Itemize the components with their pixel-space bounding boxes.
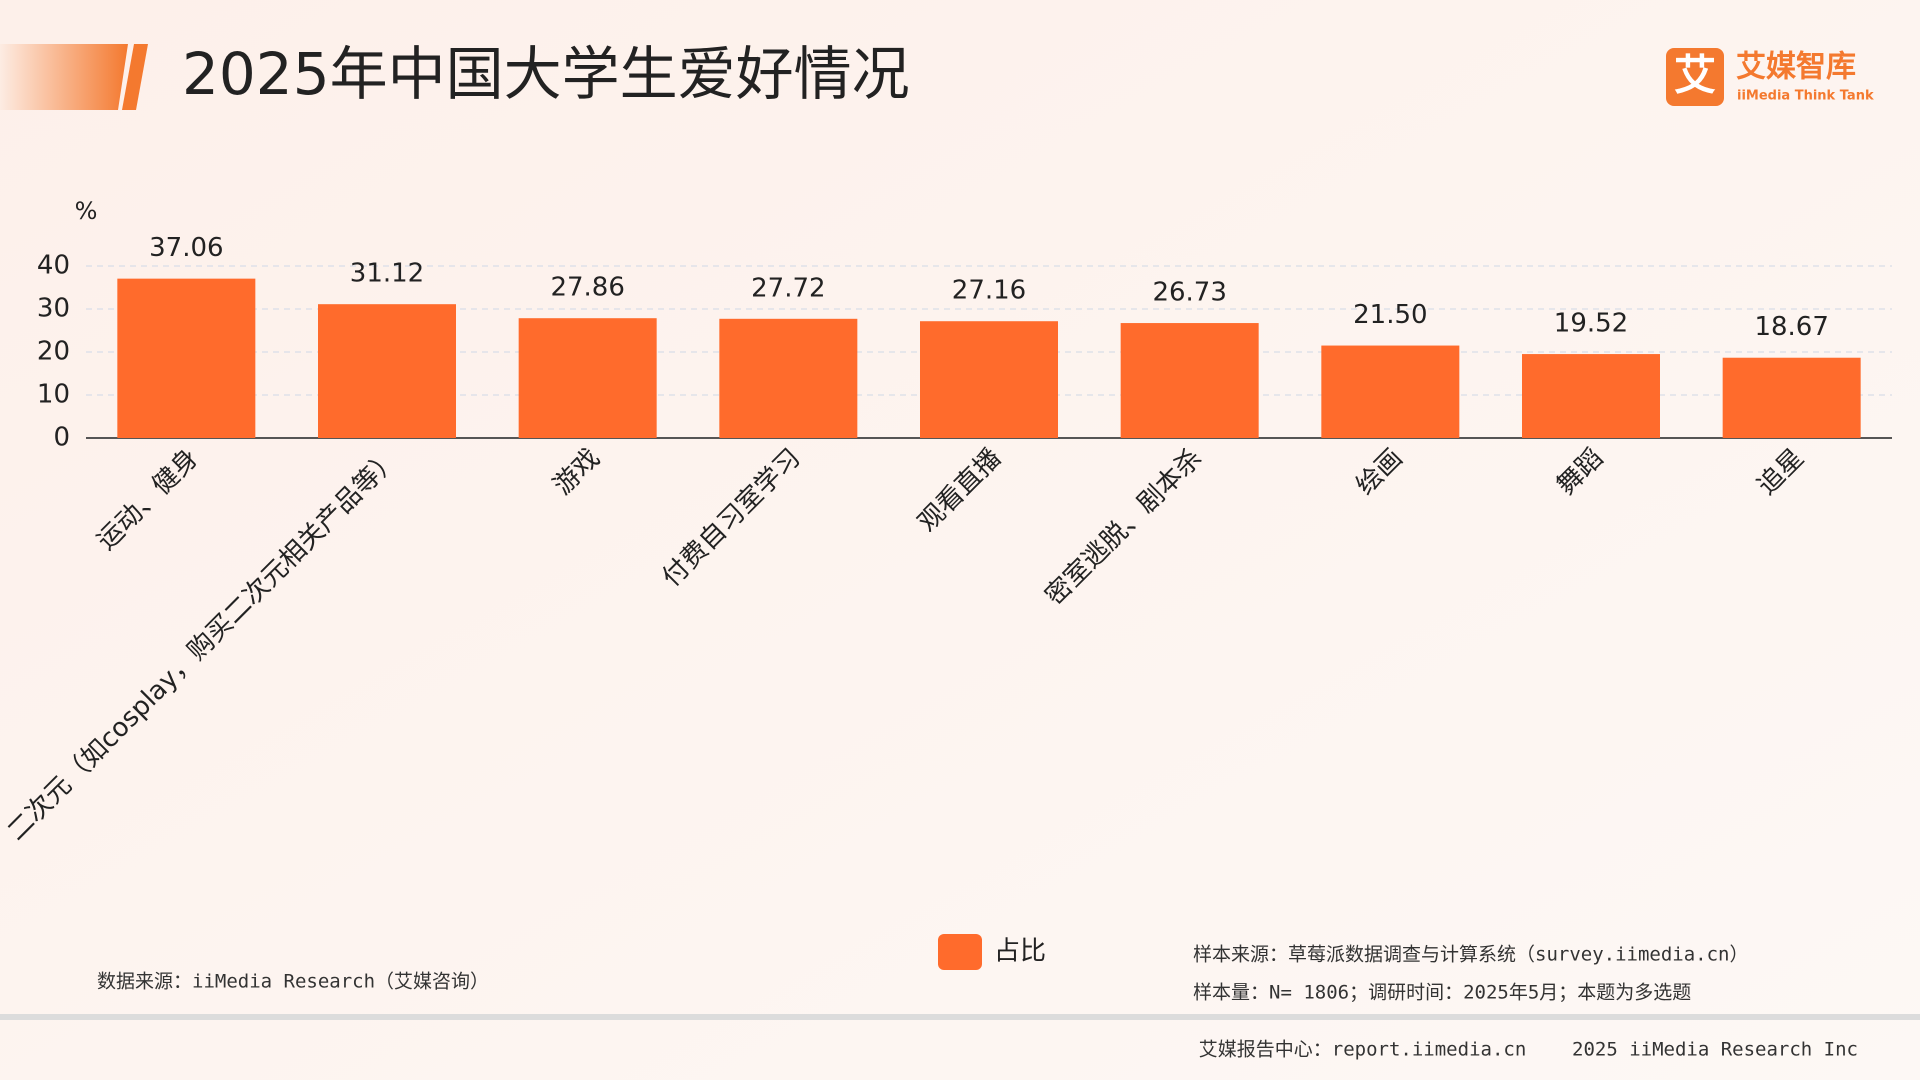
logo-subtitle: iiMedia Think Tank (1737, 89, 1874, 104)
value-label: 27.16 (952, 276, 1026, 306)
legend-label: 占比 (994, 937, 1046, 967)
value-label: 27.86 (550, 273, 624, 303)
title-banner-stripe (122, 44, 148, 110)
y-tick-label: 0 (53, 423, 70, 453)
logo-icon-box (1666, 48, 1724, 106)
logo-name: 艾媒智库 (1736, 50, 1856, 85)
y-tick-label: 40 (37, 251, 70, 281)
value-label: 31.12 (350, 259, 424, 289)
value-label: 18.67 (1754, 312, 1828, 342)
bar (1522, 354, 1660, 438)
value-label: 27.72 (751, 273, 825, 303)
value-label: 21.50 (1353, 300, 1427, 330)
bar (1120, 323, 1259, 438)
sample-size: 样本量：N= 1806；调研时间：2025年5月；本题为多选题 (1193, 982, 1691, 1004)
bar (920, 321, 1058, 438)
value-label: 37.06 (149, 233, 223, 263)
value-label: 26.73 (1152, 278, 1226, 308)
bar (318, 304, 456, 438)
y-tick-label: 30 (37, 294, 70, 324)
title-banner (0, 44, 128, 110)
y-tick-label: 10 (37, 380, 70, 410)
bar (1722, 357, 1861, 438)
logo-icon: 艾 (1674, 51, 1716, 100)
bar (1321, 345, 1460, 438)
y-tick-label: 20 (37, 337, 70, 367)
data-source: 数据来源：iiMedia Research（艾媒咨询） (97, 971, 489, 993)
bar (117, 278, 256, 438)
bar (518, 318, 657, 438)
value-label: 19.52 (1554, 309, 1628, 339)
sample-source: 样本来源：草莓派数据调查与计算系统（survey.iimedia.cn） (1193, 944, 1748, 966)
legend-swatch (938, 934, 982, 970)
bar (719, 318, 858, 438)
chart-title: 2025年中国大学生爱好情况 (182, 40, 910, 108)
y-axis-label: % (75, 197, 98, 225)
footer-divider (0, 1014, 1920, 1020)
footer: 艾媒报告中心：report.iimedia.cn 2025 iiMedia Re… (1199, 1039, 1858, 1061)
